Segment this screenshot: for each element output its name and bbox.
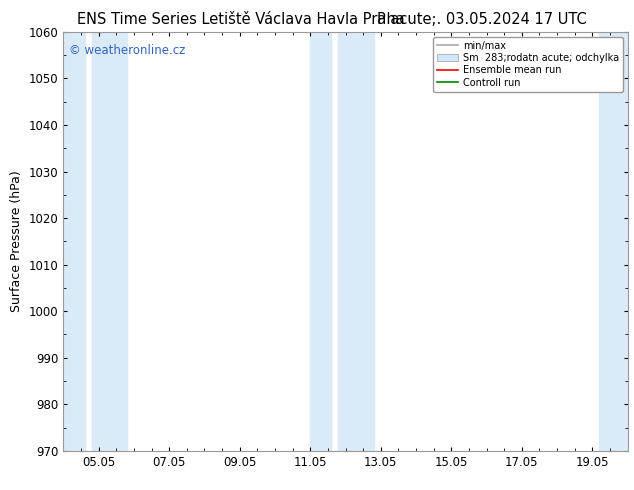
- Text: © weatheronline.cz: © weatheronline.cz: [69, 45, 185, 57]
- Legend: min/max, Sm  283;rodatn acute; odchylka, Ensemble mean run, Controll run: min/max, Sm 283;rodatn acute; odchylka, …: [432, 37, 623, 92]
- Text: ENS Time Series Letiště Václava Havla Praha: ENS Time Series Letiště Václava Havla Pr…: [77, 12, 404, 27]
- Bar: [599, 32, 628, 451]
- Text: P acute;. 03.05.2024 17 UTC: P acute;. 03.05.2024 17 UTC: [377, 12, 586, 27]
- Y-axis label: Surface Pressure (hPa): Surface Pressure (hPa): [10, 171, 23, 312]
- Bar: [91, 32, 127, 451]
- Bar: [310, 32, 332, 451]
- Bar: [63, 32, 84, 451]
- Bar: [339, 32, 374, 451]
